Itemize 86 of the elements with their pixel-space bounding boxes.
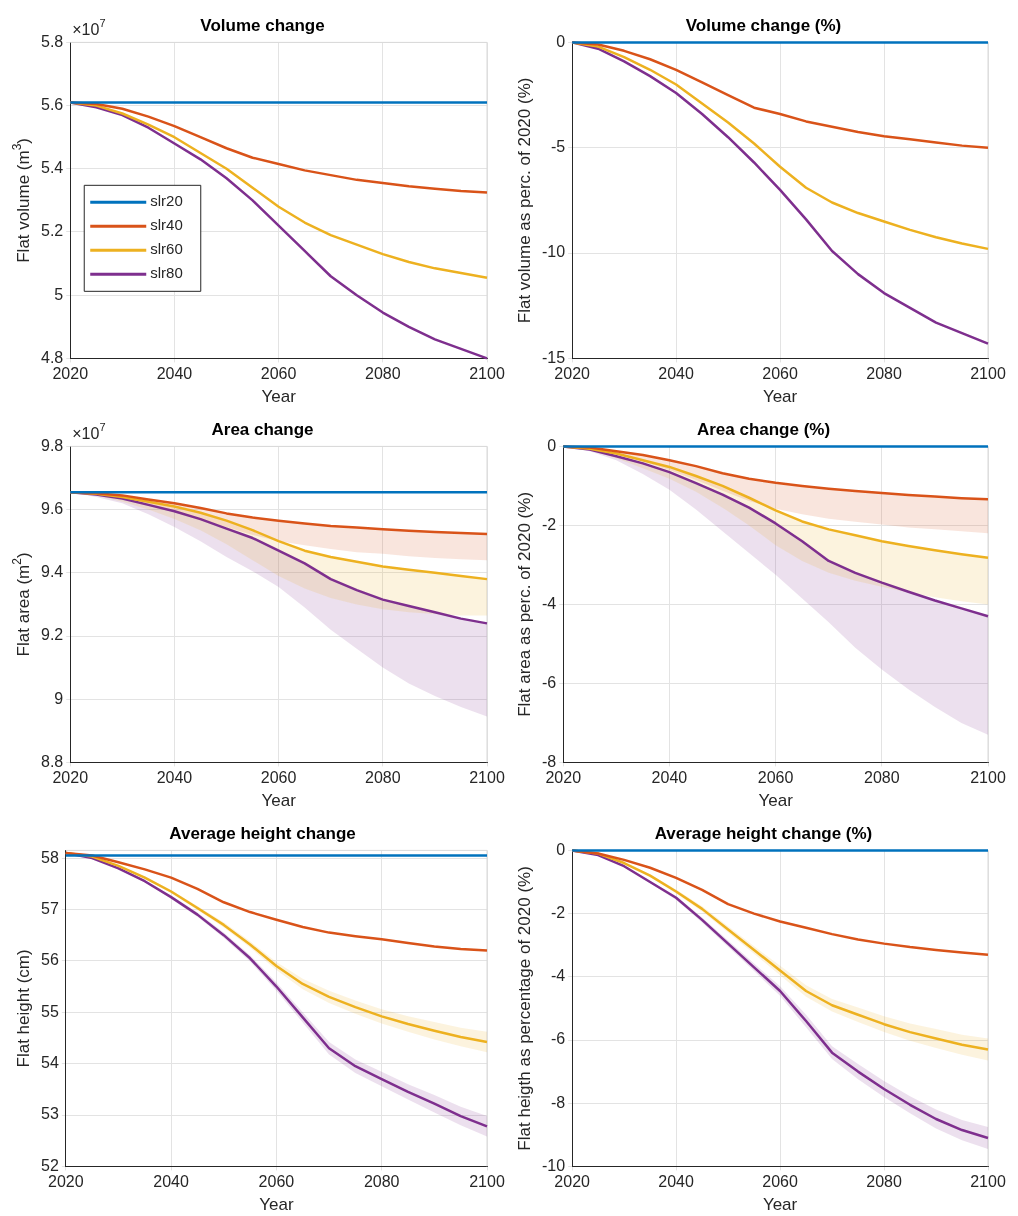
y-tick-label: 9.4 [40, 563, 64, 581]
y-tick-label: -4 [541, 594, 557, 612]
y-tick-label: 52 [41, 1156, 59, 1174]
x-tick-label: 2060 [260, 769, 297, 787]
x-tick-label: 2040 [651, 769, 688, 787]
chart-title: Average height change [169, 823, 356, 843]
x-tick-label: 2020 [554, 1173, 591, 1191]
x-axis-title: Year [758, 791, 794, 811]
y-axis-title: Flat area as perc. of 2020 (%) [514, 491, 534, 717]
x-axis-title: Year [762, 1195, 798, 1215]
x-tick-label: 2080 [363, 1173, 400, 1191]
y-tick-label: 9.6 [40, 500, 64, 518]
y-axis-title: Flat height (cm) [13, 949, 33, 1068]
y-tick-label: -15 [542, 348, 566, 366]
y-tick-label: -6 [550, 1030, 566, 1048]
x-tick-label: 2040 [658, 1173, 694, 1191]
legend-label: slr60 [150, 240, 183, 258]
x-tick-label: 2060 [762, 1173, 798, 1191]
y-tick-label: -4 [550, 967, 566, 985]
y-tick-label: 58 [41, 848, 59, 866]
y-tick-label: 0 [556, 32, 566, 50]
y-tick-label: -8 [550, 1093, 566, 1111]
y-tick-label: -5 [550, 138, 566, 156]
x-tick-label: 2040 [153, 1173, 189, 1191]
x-tick-label: 2100 [970, 365, 1006, 383]
x-tick-label: 2020 [52, 769, 89, 787]
x-tick-label: 2060 [260, 365, 297, 383]
legend-label: slr40 [150, 216, 183, 234]
y-tick-label: 5.2 [40, 222, 64, 240]
y-tick-label: 54 [41, 1054, 59, 1072]
y-tick-label: 53 [41, 1105, 59, 1123]
x-tick-label: 2040 [658, 365, 694, 383]
x-tick-label: 2020 [554, 365, 591, 383]
y-tick-label: 55 [41, 1002, 59, 1020]
y-tick-label: 5.6 [40, 96, 64, 114]
y-tick-label: -6 [541, 673, 557, 691]
x-tick-label: 2080 [864, 769, 900, 787]
y-axis-title: Flat volume as perc. of 2020 (%) [514, 77, 534, 324]
y-axis-title: Flat area (m2) [9, 552, 33, 657]
x-axis-title: Year [762, 387, 798, 407]
y-tick-label: 4.8 [40, 348, 64, 366]
x-axis-title: Year [261, 791, 297, 811]
chart-title: Area change (%) [696, 419, 831, 439]
x-tick-label: 2100 [469, 1173, 505, 1191]
y-axis-title: Flat heigth as percentage of 2020 (%) [514, 866, 534, 1151]
y-tick-label: 9.8 [40, 436, 64, 454]
y-tick-label: 5 [54, 285, 64, 303]
x-tick-label: 2080 [365, 769, 401, 787]
y-tick-label: -2 [550, 904, 566, 922]
x-tick-label: 2020 [545, 769, 582, 787]
x-tick-label: 2060 [258, 1173, 295, 1191]
y-tick-label: -10 [542, 1156, 566, 1174]
y-tick-label: 57 [41, 899, 59, 917]
legend-label: slr80 [150, 264, 183, 282]
y-tick-label: 56 [41, 951, 59, 969]
x-tick-label: 2080 [866, 365, 902, 383]
x-tick-label: 2020 [48, 1173, 84, 1191]
x-tick-label: 2060 [762, 365, 798, 383]
x-tick-label: 2060 [757, 769, 794, 787]
legend-label: slr20 [150, 192, 183, 210]
y-tick-label: 5.8 [40, 32, 64, 50]
y-axis-title: Flat volume (m3) [9, 138, 33, 263]
y-tick-label: 9.2 [40, 626, 64, 644]
x-tick-label: 2100 [970, 1173, 1006, 1191]
chart-title: Volume change (%) [685, 15, 842, 35]
x-tick-label: 2080 [365, 365, 401, 383]
y-tick-label: 0 [547, 436, 557, 454]
x-tick-label: 2040 [156, 769, 193, 787]
y-tick-label: -2 [541, 515, 557, 533]
x-tick-label: 2100 [469, 365, 505, 383]
x-tick-label: 2100 [469, 769, 505, 787]
y-tick-label: 0 [556, 840, 566, 858]
y-tick-label: -10 [542, 243, 566, 261]
x-tick-label: 2020 [52, 365, 89, 383]
chart-title: Volume change [200, 15, 325, 35]
x-axis-title: Year [259, 1195, 294, 1215]
y-tick-label: 5.4 [40, 159, 64, 177]
y-tick-label: -8 [541, 752, 557, 770]
x-tick-label: 2040 [156, 365, 193, 383]
x-axis-title: Year [261, 387, 297, 407]
x-tick-label: 2100 [970, 769, 1006, 787]
chart-title: Average height change (%) [654, 823, 873, 843]
y-tick-label: 8.8 [40, 752, 64, 770]
y-tick-label: 9 [54, 689, 64, 707]
x-tick-label: 2080 [866, 1173, 902, 1191]
chart-title: Area change [211, 419, 314, 439]
